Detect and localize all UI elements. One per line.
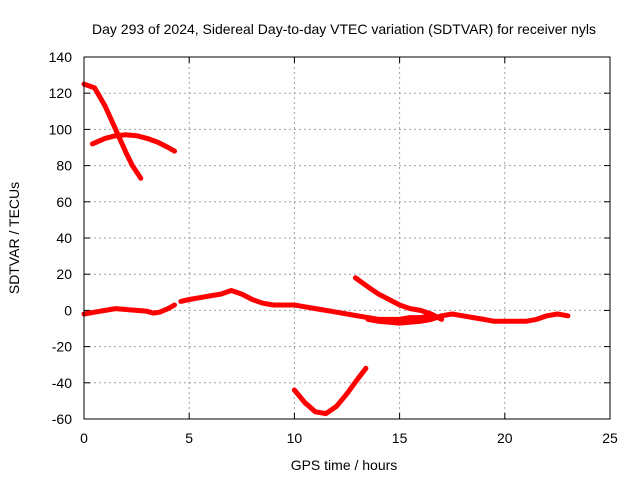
grid-layer <box>84 57 610 419</box>
y-tick-label: 100 <box>49 121 73 137</box>
y-tick-label: -20 <box>52 339 72 355</box>
series-line-arc-1 <box>81 81 144 181</box>
series-line-arc-6 <box>291 365 369 417</box>
x-tick-label: 15 <box>392 430 408 446</box>
plot-frame <box>83 56 611 420</box>
x-tick-label: 5 <box>185 430 193 446</box>
series-line-arc-5 <box>352 275 445 322</box>
y-tick-label: 20 <box>56 266 72 282</box>
series-layer <box>81 81 571 417</box>
series-line-arc-3 <box>81 302 177 317</box>
tick-label-layer: 0 5 10 15 20 25 -60 -40 -20 0 20 40 60 80 100 120 140 <box>49 49 618 446</box>
y-tick-label: 0 <box>64 302 72 318</box>
chart-title: Day 293 of 2024, Sidereal Day-to-day VTE… <box>92 21 596 37</box>
x-axis-label: GPS time / hours <box>291 457 398 473</box>
series-line-arc-7 <box>365 311 571 326</box>
y-tick-label: -60 <box>52 411 72 427</box>
y-tick-label: 140 <box>49 49 73 65</box>
y-tick-label: 120 <box>49 85 73 101</box>
x-tick-label: 0 <box>80 430 88 446</box>
x-tick-label: 25 <box>602 430 618 446</box>
y-tick-label: 60 <box>56 194 72 210</box>
series-line-arc-4 <box>178 288 434 322</box>
y-tick-label: -40 <box>52 375 72 391</box>
tick-layer <box>83 56 611 420</box>
y-tick-label: 80 <box>56 158 72 174</box>
x-tick-label: 10 <box>287 430 303 446</box>
y-axis-label: SDTVAR / TECUs <box>6 182 22 294</box>
x-tick-label: 20 <box>497 430 513 446</box>
series-line-arc-2 <box>89 132 177 154</box>
y-tick-label: 40 <box>56 230 72 246</box>
